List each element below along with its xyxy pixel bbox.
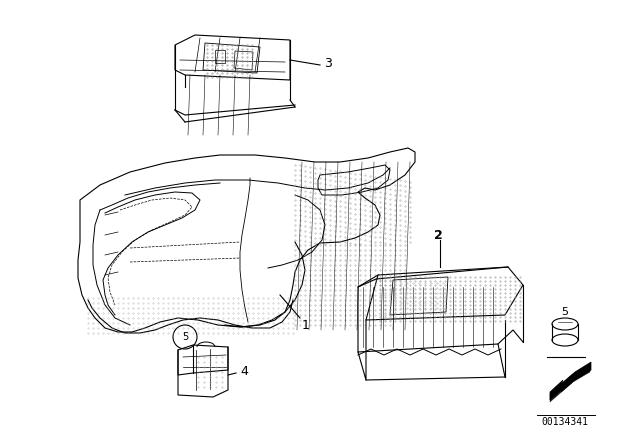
Text: 1: 1 — [302, 319, 310, 332]
Text: 2: 2 — [434, 228, 442, 241]
Polygon shape — [550, 364, 590, 402]
Text: 3: 3 — [324, 56, 332, 69]
Polygon shape — [550, 362, 591, 400]
Text: 5: 5 — [182, 332, 188, 342]
Text: 5: 5 — [561, 307, 568, 317]
Text: 00134341: 00134341 — [541, 417, 589, 427]
Text: 4: 4 — [240, 365, 248, 378]
